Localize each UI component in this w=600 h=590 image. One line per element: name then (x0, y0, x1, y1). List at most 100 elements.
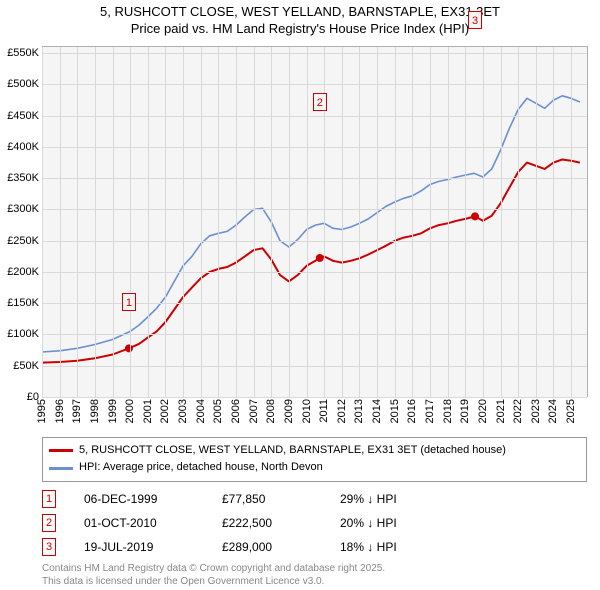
gridline-v (571, 47, 572, 397)
sale-marker-dot (316, 254, 324, 262)
title-block: 5, RUSHCOTT CLOSE, WEST YELLAND, BARNSTA… (0, 0, 600, 38)
x-axis-label: 2019 (459, 399, 471, 423)
legend-item-hpi: HPI: Average price, detached house, Nort… (49, 459, 580, 477)
gridline-h (42, 209, 587, 210)
gridline-v (201, 47, 202, 397)
gridline-v (165, 47, 166, 397)
x-axis-label: 2000 (124, 399, 136, 423)
footer-line2: This data is licensed under the Open Gov… (42, 575, 600, 588)
gridline-v (307, 47, 308, 397)
x-axis-label: 2005 (212, 399, 224, 423)
sale-marker-box: 2 (313, 93, 327, 111)
legend-label-price-paid: 5, RUSHCOTT CLOSE, WEST YELLAND, BARNSTA… (79, 442, 506, 460)
sale-marker-num: 3 (42, 538, 56, 556)
x-axis-label: 2011 (318, 399, 330, 423)
chart-plot-area: £0£50K£100K£150K£200K£250K£300K£350K£400… (42, 46, 588, 397)
x-axis-label: 2010 (301, 399, 313, 423)
x-axis-label: 2012 (336, 399, 348, 423)
sales-table: 1 06-DEC-1999 £77,850 29% ↓ HPI 2 01-OCT… (42, 490, 600, 556)
sale-hpi-diff: 29% ↓ HPI (340, 492, 440, 506)
gridline-v (536, 47, 537, 397)
gridline-h (42, 116, 587, 117)
x-axis-label: 2015 (389, 399, 401, 423)
gridline-v (377, 47, 378, 397)
y-axis-label: £350K (7, 172, 39, 184)
y-axis-label: £100K (7, 328, 39, 340)
sale-marker-box: 1 (122, 293, 136, 311)
x-axis-label: 2020 (477, 399, 489, 423)
gridline-v (395, 47, 396, 397)
gridline-v (113, 47, 114, 397)
y-axis-label: £250K (7, 235, 39, 247)
gridline-h (42, 53, 587, 54)
y-axis-label: £50K (13, 360, 39, 372)
x-axis-label: 1995 (36, 399, 48, 423)
sale-marker-num: 2 (42, 514, 56, 532)
gridline-v (289, 47, 290, 397)
gridline-v (218, 47, 219, 397)
title-address: 5, RUSHCOTT CLOSE, WEST YELLAND, BARNSTA… (0, 4, 600, 21)
sale-marker-box: 3 (468, 11, 482, 29)
legend-label-hpi: HPI: Average price, detached house, Nort… (79, 459, 323, 477)
series-line-hpi (42, 96, 580, 352)
legend-swatch-hpi (49, 467, 73, 470)
y-axis-label: £400K (7, 141, 39, 153)
gridline-v (501, 47, 502, 397)
sales-row: 1 06-DEC-1999 £77,850 29% ↓ HPI (42, 490, 600, 508)
x-axis-label: 2002 (159, 399, 171, 423)
sale-hpi-diff: 18% ↓ HPI (340, 540, 440, 554)
y-axis-label: £550K (7, 47, 39, 59)
gridline-v (553, 47, 554, 397)
gridline-h (42, 272, 587, 273)
sale-date: 01-OCT-2010 (84, 516, 194, 530)
sale-marker-num: 1 (42, 490, 56, 508)
sale-marker-dot (125, 344, 133, 352)
gridline-v (42, 47, 43, 397)
gridline-v (130, 47, 131, 397)
sale-date: 06-DEC-1999 (84, 492, 194, 506)
sales-row: 3 19-JUL-2019 £289,000 18% ↓ HPI (42, 538, 600, 556)
gridline-h (42, 84, 587, 85)
x-axis-label: 2007 (248, 399, 260, 423)
gridline-v (430, 47, 431, 397)
x-axis-label: 2004 (195, 399, 207, 423)
x-axis-label: 2023 (530, 399, 542, 423)
y-axis-label: £150K (7, 297, 39, 309)
x-axis-label: 2021 (495, 399, 507, 423)
gridline-v (412, 47, 413, 397)
gridline-h (42, 334, 587, 335)
x-axis-label: 2017 (424, 399, 436, 423)
gridline-h (42, 366, 587, 367)
x-axis-label: 2025 (565, 399, 577, 423)
gridline-v (254, 47, 255, 397)
x-axis-label: 2013 (353, 399, 365, 423)
chart-container: 5, RUSHCOTT CLOSE, WEST YELLAND, BARNSTA… (0, 0, 600, 590)
gridline-v (183, 47, 184, 397)
y-axis-label: £450K (7, 110, 39, 122)
sale-price: £289,000 (222, 540, 312, 554)
gridline-v (359, 47, 360, 397)
gridline-v (271, 47, 272, 397)
x-axis-label: 2003 (177, 399, 189, 423)
x-axis-label: 1997 (71, 399, 83, 423)
sale-date: 19-JUL-2019 (84, 540, 194, 554)
sale-price: £222,500 (222, 516, 312, 530)
y-axis-label: £500K (7, 78, 39, 90)
y-axis-label: £300K (7, 203, 39, 215)
legend: 5, RUSHCOTT CLOSE, WEST YELLAND, BARNSTA… (42, 437, 587, 482)
footer-attribution: Contains HM Land Registry data © Crown c… (42, 562, 600, 588)
gridline-v (95, 47, 96, 397)
gridline-h (42, 241, 587, 242)
x-axis-label: 1999 (107, 399, 119, 423)
x-axis-label: 2018 (442, 399, 454, 423)
gridline-h (42, 397, 587, 398)
series-line-price_paid (42, 159, 580, 362)
x-axis-label: 2016 (406, 399, 418, 423)
x-axis-label: 2022 (512, 399, 524, 423)
sale-marker-dot (471, 212, 479, 220)
gridline-h (42, 147, 587, 148)
x-axis-label: 2009 (283, 399, 295, 423)
x-axis-label: 2024 (547, 399, 559, 423)
footer-line1: Contains HM Land Registry data © Crown c… (42, 562, 600, 575)
gridline-v (77, 47, 78, 397)
